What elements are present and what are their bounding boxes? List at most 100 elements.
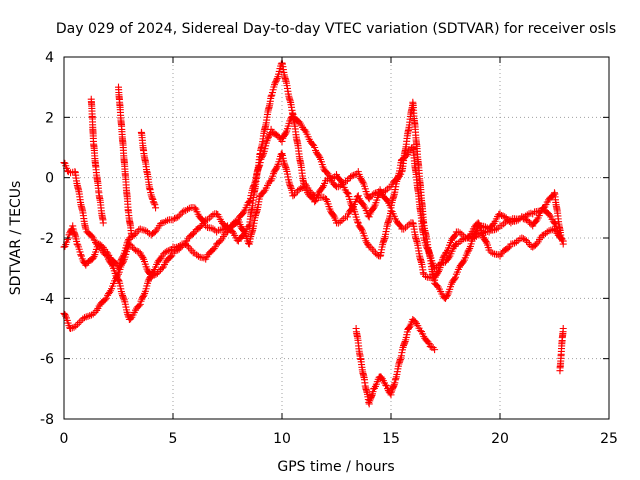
- data-point: [194, 207, 196, 209]
- data-point: [139, 303, 142, 306]
- data-point: [531, 213, 534, 215]
- series-track-2: [60, 59, 565, 302]
- data-point: [74, 170, 76, 173]
- marker-path: [60, 59, 565, 302]
- data-point: [281, 140, 283, 143]
- data-point: [379, 255, 381, 257]
- data-point: [355, 327, 357, 330]
- y-tick-label: 0: [45, 171, 54, 187]
- marker-path: [352, 315, 439, 408]
- marker-path: [556, 325, 567, 375]
- data-point: [455, 231, 458, 233]
- data-point: [357, 194, 360, 197]
- data-point: [313, 146, 316, 149]
- data-point: [499, 255, 501, 257]
- data-point: [172, 219, 174, 221]
- x-tick-label: 20: [491, 431, 509, 447]
- data-point: [335, 173, 338, 176]
- data-point: [477, 222, 480, 224]
- data-point: [95, 243, 98, 245]
- data-point: [128, 237, 131, 239]
- data-point: [455, 243, 458, 245]
- data-point: [499, 213, 501, 215]
- data-point: [194, 231, 196, 233]
- data-point: [335, 185, 338, 188]
- data-point: [521, 237, 523, 239]
- data-point: [128, 318, 131, 321]
- data-point: [139, 252, 142, 254]
- data-point: [379, 375, 381, 378]
- data-point: [139, 228, 142, 230]
- data-point: [429, 345, 432, 348]
- data-point: [368, 216, 371, 218]
- data-point: [117, 267, 120, 269]
- data-point: [292, 113, 294, 116]
- data-point: [226, 231, 229, 233]
- data-point: [204, 225, 207, 227]
- data-point: [71, 225, 74, 227]
- data-point: [444, 252, 447, 254]
- data-point: [76, 243, 78, 245]
- data-point: [92, 140, 95, 143]
- data-points: [60, 59, 567, 408]
- data-point: [183, 210, 185, 212]
- y-tick-label: -4: [40, 291, 54, 307]
- data-point: [553, 228, 556, 230]
- y-tick-label: 4: [45, 50, 54, 66]
- data-point: [364, 382, 366, 384]
- marker-path: [137, 128, 160, 212]
- data-point: [80, 255, 83, 257]
- data-point: [407, 327, 410, 330]
- data-point: [390, 394, 392, 396]
- x-tick-label: 5: [169, 431, 178, 447]
- data-point: [412, 318, 414, 321]
- data-point: [455, 273, 458, 276]
- data-point: [466, 237, 469, 239]
- data-point: [433, 279, 436, 282]
- data-point: [248, 225, 251, 227]
- data-point: [95, 309, 98, 312]
- data-point: [433, 348, 436, 351]
- data-point: [85, 228, 87, 230]
- data-point: [488, 249, 490, 251]
- data-point: [215, 231, 218, 233]
- data-point: [313, 201, 316, 203]
- data-point: [90, 98, 93, 101]
- data-point: [303, 128, 305, 131]
- data-point: [379, 191, 381, 194]
- y-tick-label: -8: [40, 412, 54, 428]
- data-point: [560, 354, 562, 357]
- data-point: [259, 194, 262, 197]
- data-point: [559, 369, 561, 372]
- data-point: [531, 225, 534, 227]
- series-spike-3: [137, 128, 160, 212]
- data-point: [94, 164, 97, 167]
- data-point: [401, 158, 403, 161]
- data-point: [98, 191, 100, 194]
- y-tick-label: -2: [40, 231, 54, 247]
- marker-path: [87, 95, 107, 227]
- data-point: [281, 152, 283, 155]
- x-axis-label: GPS time / hours: [277, 459, 394, 475]
- data-point: [433, 267, 436, 269]
- data-point: [420, 330, 423, 333]
- data-point: [561, 339, 563, 342]
- data-point: [237, 240, 240, 242]
- data-point: [270, 95, 272, 98]
- data-point: [444, 297, 447, 300]
- x-tick-label: 15: [382, 431, 400, 447]
- data-point: [172, 252, 174, 254]
- data-point: [215, 243, 218, 245]
- data-point: [270, 128, 272, 131]
- data-point: [401, 351, 403, 354]
- data-point: [346, 216, 349, 218]
- data-point: [292, 194, 294, 197]
- series-segment-end: [556, 325, 567, 375]
- data-point: [106, 294, 109, 297]
- data-point: [372, 388, 375, 390]
- data-point: [248, 201, 251, 203]
- data-point: [368, 197, 371, 200]
- data-point: [422, 237, 425, 239]
- data-point: [140, 131, 143, 134]
- marker-path: [115, 83, 136, 239]
